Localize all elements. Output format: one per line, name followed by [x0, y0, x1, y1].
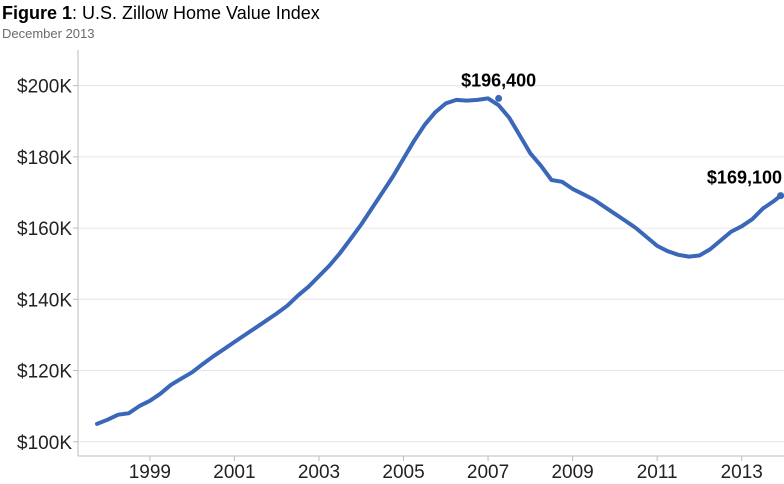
figure-label: Figure 1	[2, 3, 73, 23]
data-label: $169,100	[707, 168, 782, 188]
x-tick-label: 2011	[637, 462, 678, 483]
y-tick-label: $180K	[17, 148, 72, 169]
x-tick-label: 2001	[213, 462, 255, 483]
series-line	[95, 96, 783, 426]
y-tick-label: $120K	[17, 362, 72, 383]
y-tick-label: $140K	[17, 290, 72, 311]
y-tick-labels: $100K $120K $140K $160K $180K $200K	[17, 77, 72, 454]
x-tick-label: 2009	[551, 462, 593, 483]
x-tick-label: 2007	[467, 462, 509, 483]
x-tick-labels: 1999 2001 2003 2005 2007 2009 2011 2013	[129, 456, 763, 483]
chart-title: Figure 1: U.S. Zillow Home Value Index	[2, 3, 320, 24]
x-tick-label: 2003	[298, 462, 340, 483]
x-tick-label: 2013	[721, 462, 763, 483]
y-tick-label: $100K	[17, 433, 72, 454]
chart-subtitle: December 2013	[2, 26, 95, 41]
title-text: : U.S. Zillow Home Value Index	[72, 3, 320, 23]
y-tick-label: $160K	[17, 219, 72, 240]
gridlines	[73, 85, 784, 443]
y-tick-label: $200K	[17, 77, 72, 98]
x-tick-label: 2005	[382, 462, 424, 483]
series-layer	[95, 96, 783, 426]
annotations: $196,400 $169,100	[461, 70, 784, 200]
x-tick-label: 1999	[129, 462, 171, 483]
data-label: $196,400	[461, 70, 536, 90]
axes	[77, 50, 784, 457]
annotation-point	[495, 94, 503, 102]
annotation-point	[777, 192, 784, 200]
